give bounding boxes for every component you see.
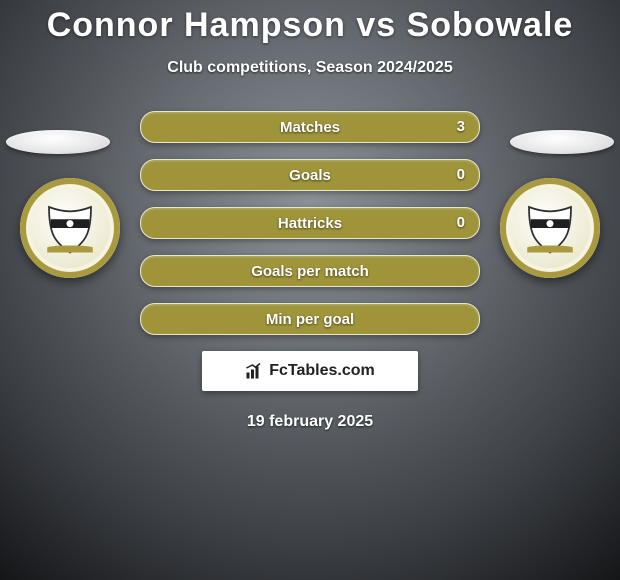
crest-icon bbox=[42, 200, 98, 256]
stat-label: Matches bbox=[280, 119, 340, 136]
stat-label: Hattricks bbox=[278, 215, 342, 232]
comparison-date: 19 february 2025 bbox=[0, 413, 620, 431]
stat-row: Matches 3 bbox=[140, 111, 480, 143]
stat-row: Goals per match bbox=[140, 255, 480, 287]
stat-label: Goals bbox=[289, 167, 331, 184]
stat-row: Goals 0 bbox=[140, 159, 480, 191]
comparison-title: Connor Hampson vs Sobowale bbox=[0, 6, 620, 45]
player-silhouette-right bbox=[510, 130, 614, 154]
branding-text: FcTables.com bbox=[269, 362, 375, 380]
stat-label: Min per goal bbox=[266, 311, 354, 328]
stat-row: Min per goal bbox=[140, 303, 480, 335]
club-crest-right bbox=[500, 178, 600, 278]
bar-chart-icon bbox=[245, 362, 263, 380]
comparison-subtitle: Club competitions, Season 2024/2025 bbox=[0, 59, 620, 77]
crest-icon bbox=[522, 200, 578, 256]
stat-row: Hattricks 0 bbox=[140, 207, 480, 239]
stat-value-right: 0 bbox=[457, 208, 465, 238]
branding-badge: FcTables.com bbox=[202, 351, 418, 391]
club-crest-left bbox=[20, 178, 120, 278]
stat-value-right: 0 bbox=[457, 160, 465, 190]
player-silhouette-left bbox=[6, 130, 110, 154]
stats-table: Matches 3 Goals 0 Hattricks 0 Goals per match M… bbox=[140, 111, 480, 335]
stat-label: Goals per match bbox=[251, 263, 369, 280]
stat-value-right: 3 bbox=[457, 112, 465, 142]
